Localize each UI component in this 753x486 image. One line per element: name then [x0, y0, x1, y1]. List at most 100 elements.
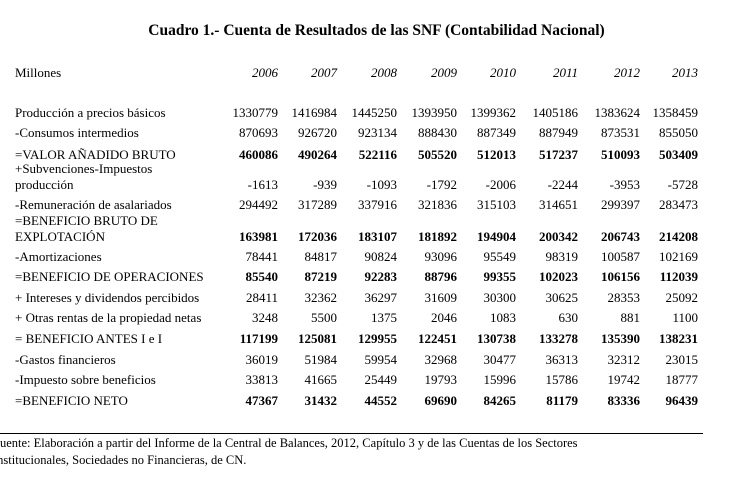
cell: 138231 [659, 331, 698, 346]
row-label: -Remuneración de asalariados [15, 197, 172, 212]
cell: 317289 [298, 197, 337, 212]
cell: 135390 [601, 331, 640, 346]
cell: 321836 [418, 197, 457, 212]
cell: 32312 [607, 352, 641, 367]
year-header: 2006 [252, 65, 278, 80]
row-label: -Consumos intermedios [15, 125, 139, 140]
cell: 923134 [358, 125, 397, 140]
cell: 926720 [298, 125, 337, 140]
cell: 98319 [545, 249, 579, 264]
rule [0, 433, 703, 434]
cell: 299397 [601, 197, 640, 212]
cell: 881 [620, 310, 641, 325]
cell: 36019 [245, 352, 279, 367]
cell: 887349 [477, 125, 516, 140]
cell: 88796 [424, 269, 458, 284]
year-header: 2007 [311, 65, 337, 80]
cell: 1100 [672, 310, 698, 325]
cell: 1445250 [351, 105, 398, 120]
cell: 1375 [371, 310, 397, 325]
cell: 87219 [304, 269, 338, 284]
cell: 873531 [601, 125, 640, 140]
cell: 92283 [364, 269, 398, 284]
cell: 93096 [424, 249, 458, 264]
year-header: 2013 [672, 65, 698, 80]
footnote-line: Fuente: Elaboración a partir del Informe… [0, 436, 578, 450]
cell: 32362 [304, 290, 338, 305]
year-header: 2011 [552, 65, 578, 80]
cell: 78441 [245, 249, 279, 264]
row-label: + Intereses y dividendos percibidos [15, 290, 200, 305]
row-label: -Impuesto sobre beneficios [15, 372, 156, 387]
cell: 28353 [607, 290, 641, 305]
cell: 59954 [364, 352, 398, 367]
year-header: 2008 [371, 65, 397, 80]
cell: 19793 [424, 372, 458, 387]
cell: 69690 [424, 393, 458, 408]
row-label: EXPLOTACIÓN [15, 229, 105, 244]
cell: 30625 [545, 290, 579, 305]
row-label: =BENEFICIO DE OPERACIONES [15, 269, 204, 284]
cell: 30477 [483, 352, 517, 367]
cell: 315103 [477, 197, 516, 212]
cell: 1383624 [594, 105, 641, 120]
row-label: = BENEFICIO ANTES I e I [15, 331, 163, 346]
cell: 18777 [665, 372, 699, 387]
cell: 96439 [665, 393, 699, 408]
cell: 33813 [245, 372, 279, 387]
cell: 19742 [607, 372, 641, 387]
cell: 102023 [539, 269, 578, 284]
cell: 31432 [304, 393, 338, 408]
cell: -5728 [667, 177, 698, 192]
cell: 102169 [659, 249, 698, 264]
cell: 200342 [539, 229, 578, 244]
cell: -2006 [485, 177, 516, 192]
row-label: -Gastos financieros [15, 352, 116, 367]
cell: 83336 [607, 393, 641, 408]
cell: 90824 [364, 249, 398, 264]
cell: 106156 [601, 269, 640, 284]
cell: 31609 [424, 290, 458, 305]
cell: 512013 [477, 147, 516, 162]
cell: -3953 [609, 177, 640, 192]
cell: 15996 [483, 372, 517, 387]
cell: 25449 [364, 372, 398, 387]
cell: 25092 [665, 290, 699, 305]
cell: 23015 [665, 352, 699, 367]
cell: 1405186 [532, 105, 579, 120]
cell: 100587 [601, 249, 640, 264]
cell: -2244 [547, 177, 578, 192]
row-label: producción [15, 177, 74, 192]
row-label: =BENEFICIO BRUTO DE [15, 213, 158, 228]
footnote: Fuente: Elaboración a partir del Informe… [0, 435, 740, 469]
cell: 5500 [311, 310, 337, 325]
cell: 1416984 [291, 105, 338, 120]
cell: 122451 [418, 331, 457, 346]
cell: 41665 [304, 372, 338, 387]
cell: 870693 [239, 125, 278, 140]
cell: 15786 [545, 372, 579, 387]
cell: 129955 [358, 331, 397, 346]
cell: 314651 [539, 197, 578, 212]
cell: -939 [313, 177, 337, 192]
cell: 510093 [601, 147, 640, 162]
cell: 47367 [245, 393, 279, 408]
year-header: 2010 [490, 65, 516, 80]
cell: 84265 [483, 393, 517, 408]
cell: 2046 [431, 310, 457, 325]
cell: 163981 [239, 229, 278, 244]
cell: 30300 [483, 290, 517, 305]
cell: 887949 [539, 125, 578, 140]
cell: 630 [558, 310, 579, 325]
title: Cuadro 1.- Cuenta de Resultados de las S… [148, 22, 605, 39]
cell: 117199 [239, 331, 278, 346]
row-label: Producción a precios básicos [15, 105, 166, 120]
cell: 133278 [539, 331, 578, 346]
cell: 36313 [545, 352, 579, 367]
cell: 99355 [483, 269, 517, 284]
cell: 214208 [659, 229, 698, 244]
cell: 3248 [252, 310, 278, 325]
cell: 1083 [490, 310, 516, 325]
row-label: -Amortizaciones [15, 249, 102, 264]
